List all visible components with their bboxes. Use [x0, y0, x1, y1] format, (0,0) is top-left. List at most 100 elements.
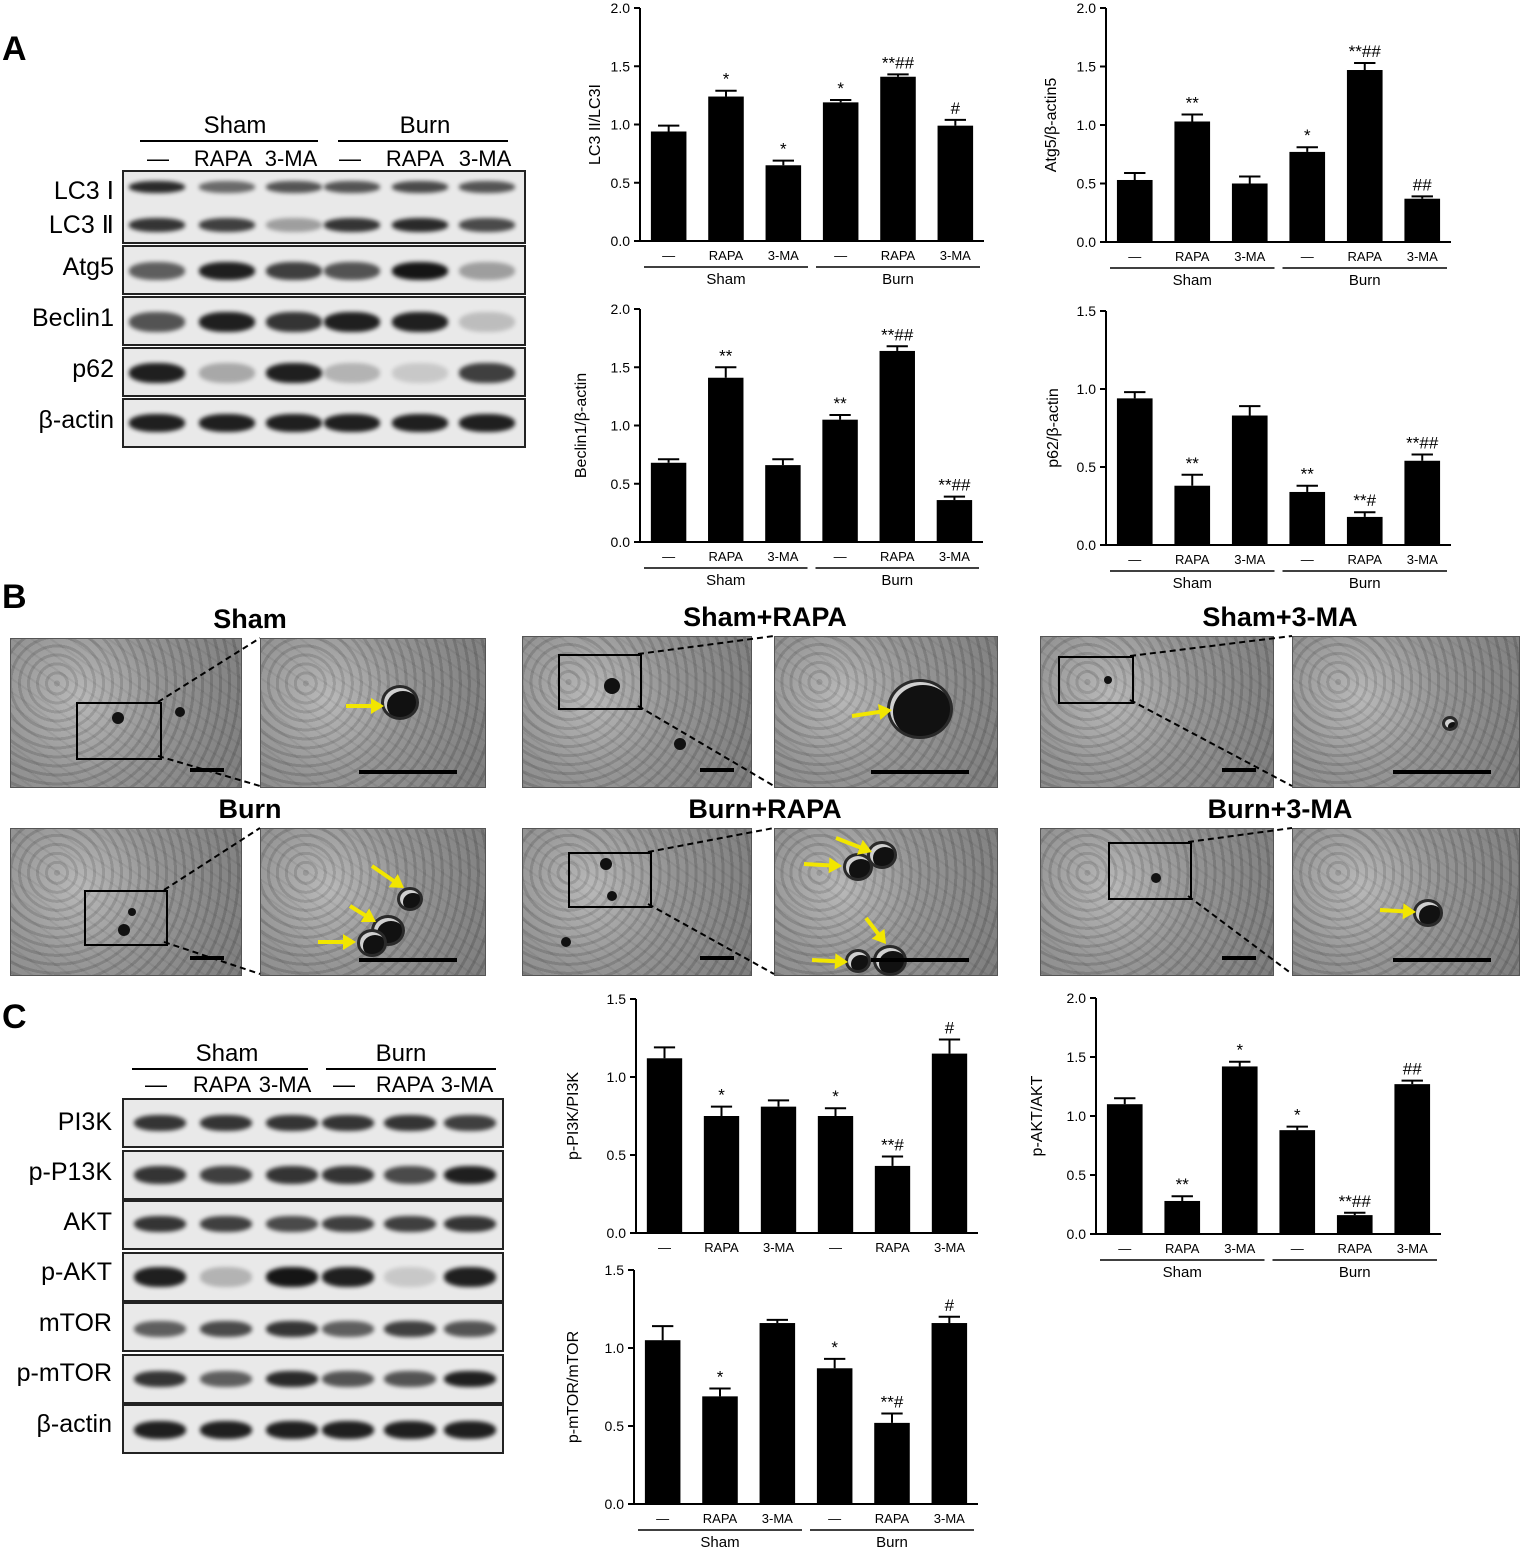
y-tick-label: 1.5 [611, 359, 631, 375]
arrow-icon [835, 836, 866, 851]
bar [760, 1106, 797, 1233]
y-axis-label: Beclin1/β-actin [573, 373, 590, 478]
blot-a-lane-label: — [147, 146, 169, 171]
x-tick-label: 3-MA [1234, 552, 1265, 567]
zoom-connector [157, 755, 261, 787]
x-tick-label: — [662, 248, 675, 263]
blot-band [324, 262, 380, 280]
em-title-burn: Burn [218, 794, 282, 824]
y-tick-label: 1.5 [1077, 303, 1097, 319]
blot-band [322, 1421, 374, 1439]
blot-band [266, 363, 322, 383]
arrow-icon [803, 862, 835, 868]
blot-band [322, 1267, 374, 1287]
blot-membrane [122, 1354, 504, 1404]
tem-micrograph [10, 828, 242, 976]
x-tick-label: 3-MA [1224, 1241, 1255, 1256]
blot-a-row-label: β-actin [38, 406, 114, 434]
blot-band [200, 1421, 252, 1439]
group-label: Burn [881, 572, 913, 589]
bar [1394, 1084, 1431, 1234]
y-tick-label: 1.0 [605, 1340, 625, 1356]
blot-band [200, 1115, 252, 1131]
blot-band [444, 1321, 496, 1337]
autophagosome [1445, 719, 1455, 728]
significance-label: ## [1413, 175, 1432, 194]
y-tick-label: 1.0 [611, 117, 631, 133]
blot-a-lane-label: 3-MA [264, 146, 318, 171]
group-label: Sham [706, 271, 745, 288]
blot-c-row-label: AKT [63, 1208, 112, 1236]
x-tick-label: RAPA [880, 549, 915, 564]
significance-label: ** [1301, 465, 1315, 484]
scale-bar [190, 956, 224, 960]
significance-label: * [1304, 126, 1311, 145]
blot-c-row-label: p-AKT [41, 1258, 112, 1286]
x-tick-label: 3-MA [767, 549, 798, 564]
y-axis-label: p-mTOR/mTOR [565, 1331, 582, 1443]
significance-label: ** [719, 346, 733, 365]
scale-bar [1222, 956, 1256, 960]
significance-label: **## [1406, 434, 1439, 453]
blot-band [134, 1371, 186, 1387]
significance-label: * [832, 1087, 839, 1106]
y-tick-label: 0.5 [611, 175, 631, 191]
arrow-head-icon [1402, 903, 1416, 920]
y-tick-label: 0.0 [605, 1496, 625, 1512]
bar [1336, 1215, 1373, 1234]
significance-label: **## [1349, 42, 1382, 61]
blot-band [324, 181, 380, 193]
bar [1231, 415, 1268, 545]
y-tick-label: 1.0 [611, 418, 631, 434]
blot-c-lane-label: RAPA [375, 1072, 435, 1097]
blot-membrane [122, 347, 526, 397]
x-tick-label: RAPA [709, 549, 744, 564]
blot-c-row-label: p-mTOR [16, 1359, 112, 1387]
blot-c-lane-label: RAPA [192, 1072, 252, 1097]
blot-a-group-sham: Sham [203, 112, 267, 139]
blot-c-group-line-sham [132, 1068, 308, 1070]
bar [822, 419, 858, 542]
significance-label: ** [1186, 454, 1200, 473]
bar [1289, 491, 1326, 545]
x-tick-label: RAPA [1348, 249, 1383, 264]
blot-band [322, 1321, 374, 1337]
significance-label: * [1294, 1106, 1301, 1125]
blot-band [266, 1267, 318, 1287]
autophagosome [384, 688, 416, 717]
blot-band [134, 1216, 186, 1232]
blot-a-lane-label: RAPA [385, 146, 445, 171]
autophagosome [890, 682, 950, 736]
y-tick-label: 1.5 [607, 991, 627, 1007]
blot-a-lane-label: RAPA [193, 146, 253, 171]
bar [1164, 1200, 1201, 1234]
x-tick-label: — [1301, 552, 1314, 567]
em-title-sham: Sham [213, 604, 287, 634]
autophagosome [360, 932, 384, 954]
x-tick-label: — [662, 549, 675, 564]
blot-band [129, 181, 185, 193]
em-title-burn-3ma: Burn+3-MA [1207, 794, 1353, 824]
bar [650, 131, 687, 241]
y-tick-label: 0.5 [1077, 176, 1097, 192]
group-label: Sham [1173, 272, 1212, 289]
blot-band [324, 414, 380, 432]
blot-band [322, 1166, 374, 1184]
significance-label: ** [833, 394, 847, 413]
blot-membrane [122, 1252, 504, 1302]
significance-label: ** [1176, 1175, 1190, 1194]
scale-bar [1222, 768, 1256, 772]
autophagosome-dot [1151, 873, 1161, 883]
tem-micrograph [522, 636, 752, 788]
group-label: Sham [1173, 575, 1212, 592]
bar [646, 1058, 683, 1233]
blot-c-group-line-burn [326, 1068, 496, 1070]
zoom-connector [637, 635, 775, 655]
x-tick-label: 3-MA [1397, 1241, 1428, 1256]
arrow-icon [370, 864, 399, 886]
blot-c-row-label: p-P13K [28, 1158, 112, 1186]
tem-micrograph [260, 638, 486, 788]
x-tick-label: RAPA [881, 248, 916, 263]
blot-c-lane-label: 3-MA [258, 1072, 312, 1097]
bar [936, 500, 973, 542]
